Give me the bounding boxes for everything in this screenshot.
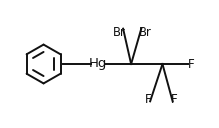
Text: F: F <box>171 93 178 106</box>
Text: F: F <box>145 93 152 106</box>
Text: Hg: Hg <box>88 57 107 71</box>
Text: Br: Br <box>139 26 152 39</box>
Text: F: F <box>188 57 195 71</box>
Text: Br: Br <box>113 26 126 39</box>
